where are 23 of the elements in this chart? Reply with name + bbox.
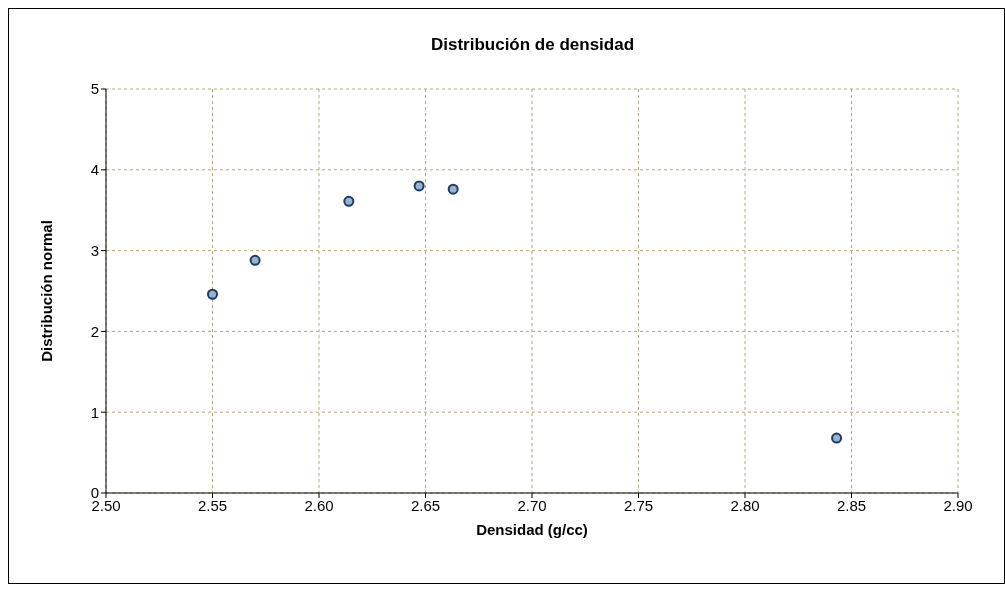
point	[249, 254, 261, 266]
point	[447, 183, 459, 195]
x-tick-label: 2.70	[517, 496, 547, 514]
point	[206, 288, 219, 300]
chart-title: Distribución de densidad	[429, 35, 636, 55]
x-tick-label: 2.55	[197, 496, 228, 514]
x-tick-label: 2.60	[304, 496, 334, 514]
x-tick-label: 2.65	[410, 496, 441, 514]
x-tick-label: 2.85	[836, 496, 867, 514]
y-tick-label: 2	[90, 322, 99, 340]
y-tick-label: 3	[90, 241, 99, 259]
x-tick-label: 2.90	[943, 496, 973, 514]
y-axis-title: Distribución normal	[38, 220, 56, 362]
point	[413, 180, 425, 192]
y-tick-label: 5	[90, 80, 99, 98]
x-axis-title: Densidad (g/cc)	[476, 521, 588, 538]
y-tick-label: 0	[90, 484, 99, 502]
y-tick-label: 1	[90, 403, 99, 421]
x-tick-label: 2.80	[730, 496, 760, 514]
point	[831, 432, 843, 444]
x-tick-label: 2.75	[623, 496, 654, 514]
y-tick-label: 4	[90, 161, 99, 179]
point	[343, 195, 355, 207]
